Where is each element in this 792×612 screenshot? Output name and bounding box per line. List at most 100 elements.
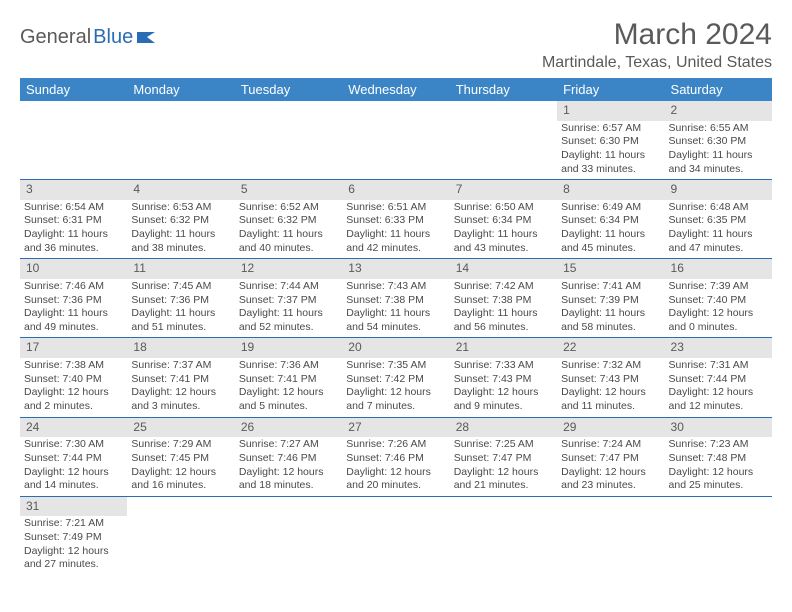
day-details: Sunrise: 7:37 AMSunset: 7:41 PMDaylight:… bbox=[127, 358, 234, 417]
day-details: Sunrise: 6:57 AMSunset: 6:30 PMDaylight:… bbox=[557, 121, 664, 180]
daylight: Daylight: 11 hours and 56 minutes. bbox=[454, 307, 553, 334]
sunrise: Sunrise: 7:44 AM bbox=[239, 280, 338, 294]
sunrise: Sunrise: 7:26 AM bbox=[346, 438, 445, 452]
calendar-cell bbox=[450, 101, 557, 180]
sunrise: Sunrise: 7:45 AM bbox=[131, 280, 230, 294]
daylight: Daylight: 12 hours and 2 minutes. bbox=[24, 386, 123, 413]
daylight: Daylight: 12 hours and 7 minutes. bbox=[346, 386, 445, 413]
calendar-cell: 19Sunrise: 7:36 AMSunset: 7:41 PMDayligh… bbox=[235, 338, 342, 417]
day-details: Sunrise: 6:53 AMSunset: 6:32 PMDaylight:… bbox=[127, 200, 234, 259]
sunrise: Sunrise: 7:33 AM bbox=[454, 359, 553, 373]
sunrise: Sunrise: 6:50 AM bbox=[454, 201, 553, 215]
calendar-cell: 23Sunrise: 7:31 AMSunset: 7:44 PMDayligh… bbox=[665, 338, 772, 417]
day-number: 17 bbox=[20, 338, 127, 358]
sunset: Sunset: 7:40 PM bbox=[24, 373, 123, 387]
day-details: Sunrise: 7:44 AMSunset: 7:37 PMDaylight:… bbox=[235, 279, 342, 338]
calendar-cell bbox=[557, 496, 664, 575]
daylight: Daylight: 12 hours and 9 minutes. bbox=[454, 386, 553, 413]
sunrise: Sunrise: 6:53 AM bbox=[131, 201, 230, 215]
weekday-header: Monday bbox=[127, 78, 234, 101]
day-number: 19 bbox=[235, 338, 342, 358]
day-number: 26 bbox=[235, 418, 342, 438]
day-details: Sunrise: 7:39 AMSunset: 7:40 PMDaylight:… bbox=[665, 279, 772, 338]
weekday-header: Saturday bbox=[665, 78, 772, 101]
sunset: Sunset: 7:46 PM bbox=[239, 452, 338, 466]
day-details: Sunrise: 7:42 AMSunset: 7:38 PMDaylight:… bbox=[450, 279, 557, 338]
day-number: 28 bbox=[450, 418, 557, 438]
sunrise: Sunrise: 7:46 AM bbox=[24, 280, 123, 294]
daylight: Daylight: 11 hours and 34 minutes. bbox=[669, 149, 768, 176]
day-details: Sunrise: 6:50 AMSunset: 6:34 PMDaylight:… bbox=[450, 200, 557, 259]
day-number: 2 bbox=[665, 101, 772, 121]
sunset: Sunset: 6:31 PM bbox=[24, 214, 123, 228]
day-details: Sunrise: 7:35 AMSunset: 7:42 PMDaylight:… bbox=[342, 358, 449, 417]
day-details: Sunrise: 7:36 AMSunset: 7:41 PMDaylight:… bbox=[235, 358, 342, 417]
day-details: Sunrise: 6:52 AMSunset: 6:32 PMDaylight:… bbox=[235, 200, 342, 259]
day-number: 27 bbox=[342, 418, 449, 438]
day-number: 5 bbox=[235, 180, 342, 200]
day-number: 18 bbox=[127, 338, 234, 358]
sunset: Sunset: 7:46 PM bbox=[346, 452, 445, 466]
calendar-cell: 9Sunrise: 6:48 AMSunset: 6:35 PMDaylight… bbox=[665, 180, 772, 259]
day-details: Sunrise: 7:30 AMSunset: 7:44 PMDaylight:… bbox=[20, 437, 127, 496]
day-number: 11 bbox=[127, 259, 234, 279]
day-number: 20 bbox=[342, 338, 449, 358]
day-number: 15 bbox=[557, 259, 664, 279]
day-number: 13 bbox=[342, 259, 449, 279]
sunset: Sunset: 6:33 PM bbox=[346, 214, 445, 228]
calendar-cell: 10Sunrise: 7:46 AMSunset: 7:36 PMDayligh… bbox=[20, 259, 127, 338]
weekday-header: Tuesday bbox=[235, 78, 342, 101]
calendar-cell bbox=[665, 496, 772, 575]
sunrise: Sunrise: 7:30 AM bbox=[24, 438, 123, 452]
day-number: 12 bbox=[235, 259, 342, 279]
daylight: Daylight: 12 hours and 18 minutes. bbox=[239, 466, 338, 493]
sunset: Sunset: 6:30 PM bbox=[561, 135, 660, 149]
sunset: Sunset: 6:34 PM bbox=[561, 214, 660, 228]
sunset: Sunset: 7:41 PM bbox=[131, 373, 230, 387]
calendar-cell bbox=[235, 496, 342, 575]
sunset: Sunset: 7:40 PM bbox=[669, 294, 768, 308]
daylight: Daylight: 11 hours and 49 minutes. bbox=[24, 307, 123, 334]
sunrise: Sunrise: 7:23 AM bbox=[669, 438, 768, 452]
day-details: Sunrise: 7:45 AMSunset: 7:36 PMDaylight:… bbox=[127, 279, 234, 338]
calendar-cell: 8Sunrise: 6:49 AMSunset: 6:34 PMDaylight… bbox=[557, 180, 664, 259]
calendar-row: 31Sunrise: 7:21 AMSunset: 7:49 PMDayligh… bbox=[20, 496, 772, 575]
calendar-cell bbox=[20, 101, 127, 180]
day-details: Sunrise: 7:25 AMSunset: 7:47 PMDaylight:… bbox=[450, 437, 557, 496]
daylight: Daylight: 12 hours and 0 minutes. bbox=[669, 307, 768, 334]
sunset: Sunset: 7:49 PM bbox=[24, 531, 123, 545]
sunrise: Sunrise: 7:36 AM bbox=[239, 359, 338, 373]
sunset: Sunset: 7:36 PM bbox=[24, 294, 123, 308]
sunrise: Sunrise: 6:51 AM bbox=[346, 201, 445, 215]
day-details: Sunrise: 7:46 AMSunset: 7:36 PMDaylight:… bbox=[20, 279, 127, 338]
calendar-cell: 13Sunrise: 7:43 AMSunset: 7:38 PMDayligh… bbox=[342, 259, 449, 338]
day-details: Sunrise: 6:55 AMSunset: 6:30 PMDaylight:… bbox=[665, 121, 772, 180]
sunset: Sunset: 6:32 PM bbox=[239, 214, 338, 228]
sunset: Sunset: 7:41 PM bbox=[239, 373, 338, 387]
calendar-cell: 24Sunrise: 7:30 AMSunset: 7:44 PMDayligh… bbox=[20, 417, 127, 496]
daylight: Daylight: 12 hours and 11 minutes. bbox=[561, 386, 660, 413]
day-details: Sunrise: 6:48 AMSunset: 6:35 PMDaylight:… bbox=[665, 200, 772, 259]
sunrise: Sunrise: 6:52 AM bbox=[239, 201, 338, 215]
logo: General Blue bbox=[20, 18, 159, 49]
sunrise: Sunrise: 7:39 AM bbox=[669, 280, 768, 294]
sunset: Sunset: 7:38 PM bbox=[454, 294, 553, 308]
day-details: Sunrise: 7:31 AMSunset: 7:44 PMDaylight:… bbox=[665, 358, 772, 417]
sunrise: Sunrise: 7:24 AM bbox=[561, 438, 660, 452]
sunrise: Sunrise: 7:27 AM bbox=[239, 438, 338, 452]
sunrise: Sunrise: 7:43 AM bbox=[346, 280, 445, 294]
sunset: Sunset: 6:35 PM bbox=[669, 214, 768, 228]
day-number: 8 bbox=[557, 180, 664, 200]
calendar-cell: 25Sunrise: 7:29 AMSunset: 7:45 PMDayligh… bbox=[127, 417, 234, 496]
sunrise: Sunrise: 7:37 AM bbox=[131, 359, 230, 373]
daylight: Daylight: 12 hours and 23 minutes. bbox=[561, 466, 660, 493]
calendar-cell: 27Sunrise: 7:26 AMSunset: 7:46 PMDayligh… bbox=[342, 417, 449, 496]
calendar-cell: 2Sunrise: 6:55 AMSunset: 6:30 PMDaylight… bbox=[665, 101, 772, 180]
sunrise: Sunrise: 7:21 AM bbox=[24, 517, 123, 531]
weekday-header: Sunday bbox=[20, 78, 127, 101]
daylight: Daylight: 12 hours and 3 minutes. bbox=[131, 386, 230, 413]
calendar-table: SundayMondayTuesdayWednesdayThursdayFrid… bbox=[20, 78, 772, 575]
day-number: 6 bbox=[342, 180, 449, 200]
sunrise: Sunrise: 6:54 AM bbox=[24, 201, 123, 215]
calendar-cell bbox=[127, 101, 234, 180]
